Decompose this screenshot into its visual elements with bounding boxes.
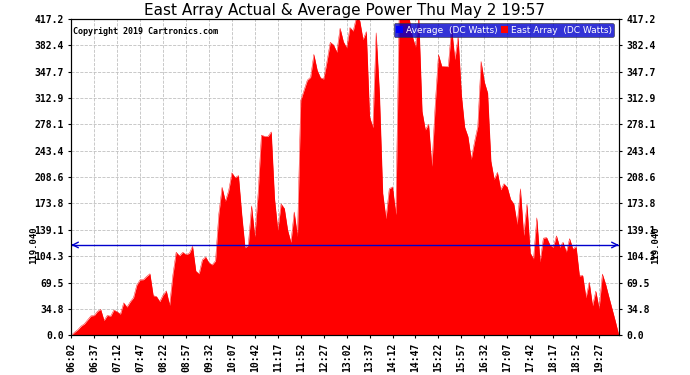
Text: Copyright 2019 Cartronics.com: Copyright 2019 Cartronics.com — [73, 27, 218, 36]
Legend: Average  (DC Watts), East Array  (DC Watts): Average (DC Watts), East Array (DC Watts… — [393, 24, 614, 37]
Text: 119.040: 119.040 — [651, 226, 660, 264]
Title: East Array Actual & Average Power Thu May 2 19:57: East Array Actual & Average Power Thu Ma… — [144, 3, 546, 18]
Text: 119.040: 119.040 — [30, 226, 39, 264]
